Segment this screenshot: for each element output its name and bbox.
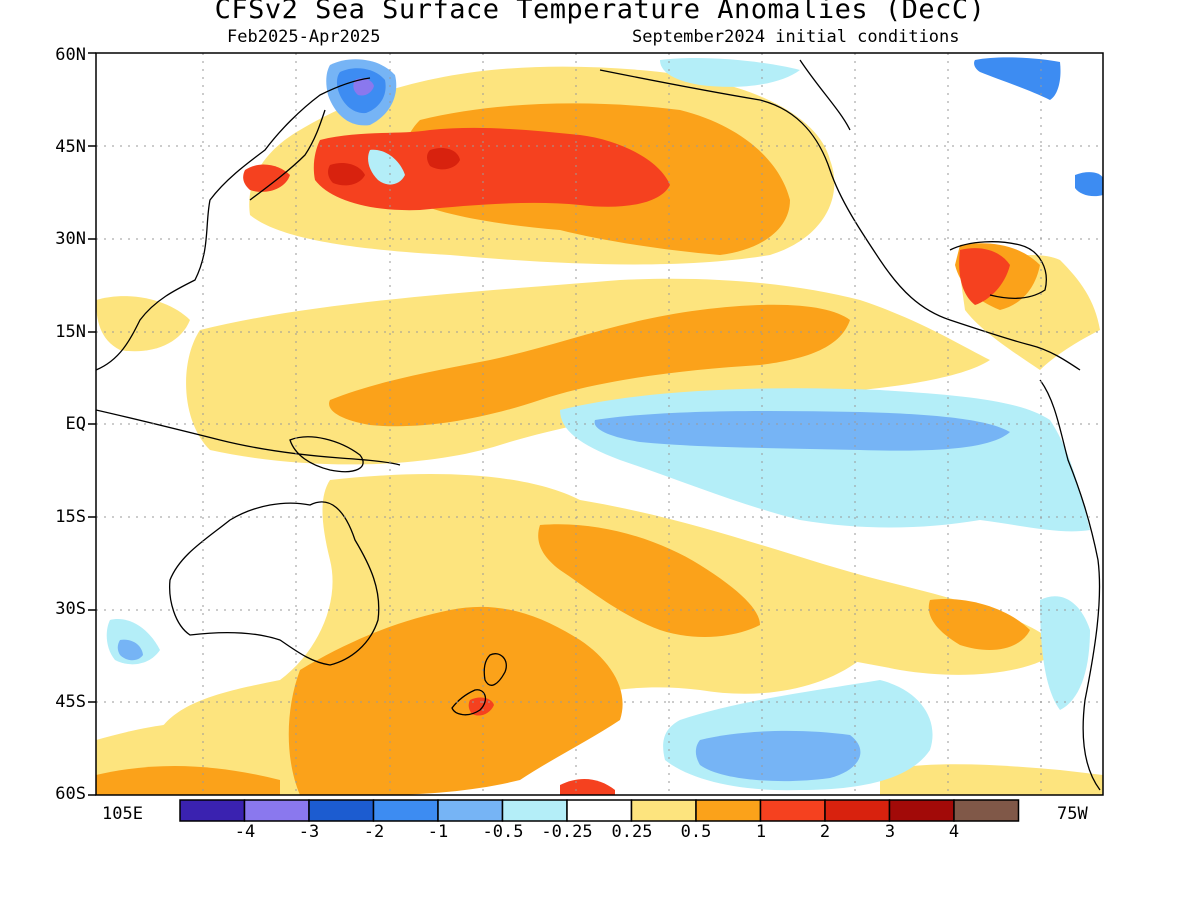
lat-label-60s: 60S: [55, 784, 86, 804]
lon-label-right: 75W: [1057, 804, 1088, 824]
colorbar-tick: -0.5: [482, 822, 524, 842]
colorbar-swatch: [243, 799, 310, 822]
anomaly-area: [959, 248, 1010, 305]
forecast-period: Feb2025-Apr2025: [227, 27, 381, 47]
colorbar-swatch: [759, 799, 826, 822]
lat-label-15s: 15S: [55, 507, 86, 527]
axis-ticks: [88, 52, 96, 796]
anomaly-area: [96, 296, 190, 352]
lat-label-15n: 15N: [55, 322, 86, 342]
coastlines: [96, 59, 1101, 791]
alaska-coast: [799, 59, 851, 131]
anomaly-area: [353, 78, 374, 96]
lat-label-45s: 45S: [55, 692, 86, 712]
colorbar-swatch: [824, 799, 891, 822]
gulf-of-mexico-coast: [949, 241, 1047, 299]
australia-coast: [169, 501, 380, 666]
lat-label-60n: 60N: [55, 45, 86, 65]
colorbar-swatch: [372, 799, 439, 822]
anomaly-area: [594, 410, 1010, 451]
colorbar-tick: 2: [819, 822, 831, 842]
colorbar-tick: 4: [948, 822, 960, 842]
anomaly-area: [288, 606, 623, 795]
new-zealand-coast: [451, 653, 507, 716]
colorbar-swatch: [566, 799, 633, 822]
anomaly-area: [328, 163, 365, 186]
anomaly-area: [660, 58, 800, 87]
anomaly-area: [243, 164, 290, 192]
anomaly-area: [468, 697, 494, 716]
colorbar-tick: 1: [755, 822, 767, 842]
anomaly-area: [695, 730, 861, 782]
lat-label-eq: EQ: [65, 414, 86, 434]
lat-label-30n: 30N: [55, 229, 86, 249]
anomaly-field: [96, 57, 1103, 795]
colorbar-swatch: [437, 799, 504, 822]
anomaly-area: [880, 764, 1103, 795]
colorbar-swatch: [695, 799, 762, 822]
anomaly-area: [538, 524, 760, 637]
colorbar-tick: 0.25: [611, 822, 653, 842]
colorbar-tick: -3: [298, 822, 320, 842]
colorbar-tick: 3: [884, 822, 896, 842]
anomaly-area: [96, 765, 280, 795]
anomaly-area: [313, 127, 670, 211]
anomaly-area: [368, 149, 405, 185]
colorbar-swatch: [501, 799, 568, 822]
anomaly-area: [1040, 596, 1090, 710]
colorbar-tick: -4: [234, 822, 256, 842]
colorbar-swatch: [179, 799, 246, 822]
initial-conditions: September2024 initial conditions: [632, 27, 960, 47]
colorbar: [179, 799, 1020, 822]
anomaly-area: [329, 304, 850, 427]
indonesia-coast: [96, 409, 401, 466]
colorbar-swatch: [630, 799, 697, 822]
anomaly-area: [427, 148, 460, 170]
anomaly-area: [158, 474, 1060, 781]
anomaly-area: [560, 778, 615, 795]
anomaly-area: [1075, 172, 1103, 197]
colorbar-tick: -0.25: [541, 822, 593, 842]
north-america-coast: [599, 69, 1081, 371]
anomaly-area: [974, 57, 1061, 100]
colorbar-swatch: [888, 799, 955, 822]
japan-coast: [249, 109, 326, 201]
colorbar-swatch: [308, 799, 375, 822]
lat-label-30s: 30S: [55, 599, 86, 619]
colorbar-swatch: [953, 799, 1020, 822]
map-title: CFSv2 Sea Surface Temperature Anomalies …: [214, 0, 986, 25]
asia-coast: [96, 77, 371, 371]
south-america-coast: [1039, 379, 1101, 791]
anomaly-area: [928, 599, 1030, 650]
anomaly-area: [560, 388, 1090, 532]
colorbar-tick: -1: [427, 822, 449, 842]
colorbar-tick: -2: [363, 822, 385, 842]
new-guinea-coast: [289, 436, 364, 473]
anomaly-area: [117, 639, 143, 661]
colorbar-tick: 0.5: [680, 822, 712, 842]
lat-label-45n: 45N: [55, 137, 86, 157]
lon-label-left: 105E: [102, 804, 143, 824]
